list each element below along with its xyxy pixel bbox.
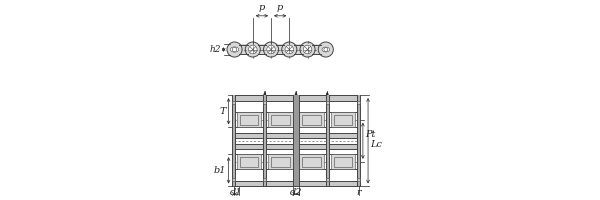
- Bar: [232, 101, 235, 104]
- Circle shape: [285, 45, 293, 54]
- Circle shape: [263, 42, 278, 57]
- Circle shape: [318, 42, 334, 57]
- Circle shape: [245, 42, 260, 57]
- Text: h2: h2: [210, 45, 221, 54]
- Bar: [268, 112, 293, 127]
- Bar: [271, 115, 290, 125]
- Bar: [232, 178, 235, 181]
- Circle shape: [303, 45, 312, 54]
- Bar: [334, 157, 352, 167]
- Bar: [326, 101, 329, 104]
- Bar: [263, 101, 266, 104]
- Text: p: p: [259, 3, 265, 12]
- Bar: [331, 112, 355, 127]
- Bar: [295, 101, 298, 104]
- Text: T: T: [220, 107, 226, 116]
- Bar: [295, 95, 298, 186]
- Bar: [268, 154, 293, 169]
- Bar: [271, 157, 290, 167]
- Bar: [357, 101, 360, 104]
- Text: Pt: Pt: [365, 130, 376, 139]
- Bar: [237, 112, 262, 127]
- Circle shape: [300, 42, 315, 57]
- Bar: [302, 115, 321, 125]
- Bar: [233, 181, 359, 186]
- Bar: [299, 112, 324, 127]
- Circle shape: [282, 42, 297, 57]
- Bar: [240, 157, 259, 167]
- Circle shape: [324, 48, 328, 51]
- Bar: [233, 95, 359, 101]
- Text: d1: d1: [230, 188, 242, 197]
- Bar: [357, 178, 360, 181]
- Bar: [233, 144, 359, 149]
- Ellipse shape: [230, 47, 239, 52]
- Bar: [302, 157, 321, 167]
- Ellipse shape: [322, 47, 329, 52]
- Text: b1: b1: [214, 166, 226, 175]
- Bar: [357, 95, 360, 186]
- Bar: [230, 44, 331, 55]
- Bar: [331, 154, 355, 169]
- Text: r: r: [356, 188, 361, 197]
- Bar: [263, 95, 266, 186]
- Text: d2: d2: [290, 188, 302, 197]
- Bar: [240, 115, 259, 125]
- Circle shape: [267, 45, 275, 54]
- Bar: [299, 154, 324, 169]
- Text: Lc: Lc: [370, 140, 382, 149]
- Bar: [263, 178, 266, 181]
- Text: p: p: [277, 3, 283, 12]
- Bar: [233, 133, 359, 138]
- Bar: [326, 95, 329, 186]
- Bar: [334, 115, 352, 125]
- Bar: [295, 178, 298, 181]
- Circle shape: [248, 45, 257, 54]
- Circle shape: [232, 47, 236, 52]
- Bar: [237, 154, 262, 169]
- Bar: [293, 95, 299, 186]
- Circle shape: [227, 42, 242, 57]
- Bar: [326, 178, 329, 181]
- Bar: [232, 95, 235, 186]
